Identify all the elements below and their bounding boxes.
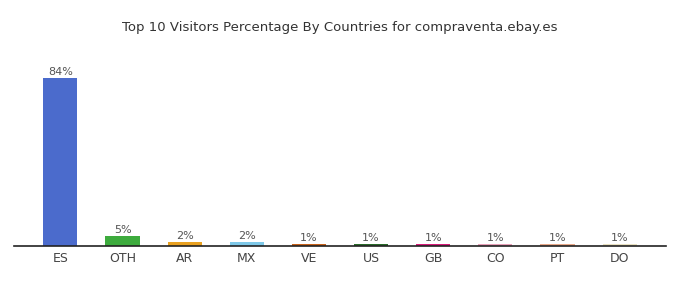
Bar [354, 244, 388, 246]
Bar [44, 78, 78, 246]
Text: 84%: 84% [48, 67, 73, 77]
Text: 1%: 1% [611, 233, 628, 243]
Bar [105, 236, 139, 246]
Text: 5%: 5% [114, 225, 131, 235]
Bar [167, 242, 202, 246]
Bar [292, 244, 326, 246]
Text: 1%: 1% [487, 233, 504, 243]
Bar [541, 244, 575, 246]
Text: 1%: 1% [549, 233, 566, 243]
Text: 2%: 2% [238, 231, 256, 241]
Bar [602, 244, 636, 246]
Text: Top 10 Visitors Percentage By Countries for compraventa.ebay.es: Top 10 Visitors Percentage By Countries … [122, 21, 558, 34]
Text: 2%: 2% [175, 231, 194, 241]
Bar [416, 244, 450, 246]
Text: 1%: 1% [424, 233, 442, 243]
Text: 1%: 1% [362, 233, 380, 243]
Bar [478, 244, 513, 246]
Bar [230, 242, 264, 246]
Text: 1%: 1% [300, 233, 318, 243]
